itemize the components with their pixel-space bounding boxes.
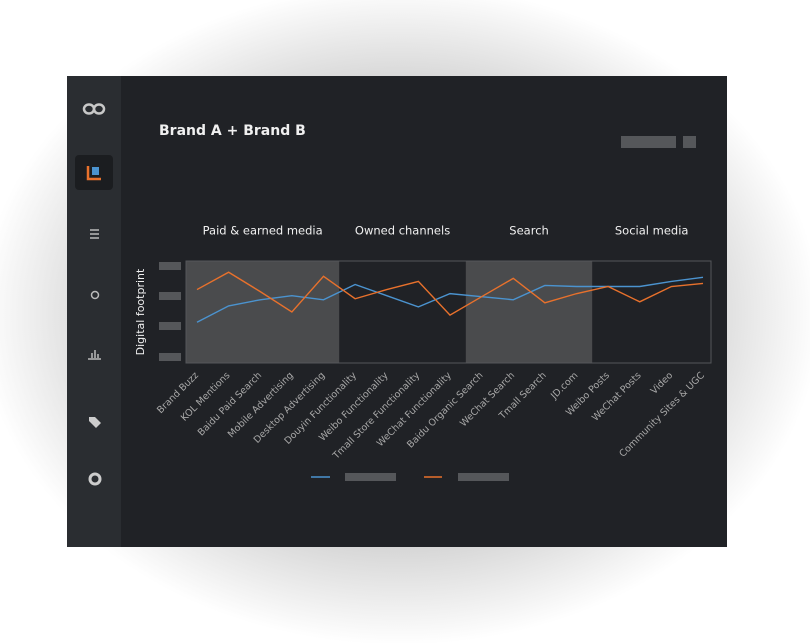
nav-icon-tag[interactable] <box>89 417 101 428</box>
group-band <box>592 261 711 363</box>
group-label: Search <box>509 224 549 238</box>
nav-icon-chart[interactable] <box>86 166 101 181</box>
page-title: Brand A + Brand B <box>159 123 306 139</box>
logo <box>82 103 106 115</box>
legend-placeholder <box>458 473 509 481</box>
group-band <box>339 261 466 363</box>
y-placeholders <box>159 262 181 361</box>
group-label: Social media <box>615 224 689 238</box>
y-axis-label: Digital footprint <box>134 268 147 355</box>
plot-frame <box>185 260 712 364</box>
nav-icon-chart-inner <box>92 167 99 175</box>
placeholder <box>683 136 696 148</box>
nav-icon-refresh[interactable] <box>88 472 102 486</box>
nav-icon-bars[interactable] <box>88 350 101 360</box>
sidebar <box>67 76 121 547</box>
series-line <box>196 276 704 323</box>
group-band <box>186 261 340 363</box>
group-band <box>465 261 593 363</box>
series-line <box>196 271 704 316</box>
nav-icon-list[interactable] <box>90 229 99 239</box>
group-label: Owned channels <box>355 224 450 238</box>
placeholder <box>621 136 676 148</box>
group-label: Paid & earned media <box>203 224 323 238</box>
nav-icon-search[interactable] <box>90 290 100 300</box>
legend-placeholder <box>345 473 396 481</box>
